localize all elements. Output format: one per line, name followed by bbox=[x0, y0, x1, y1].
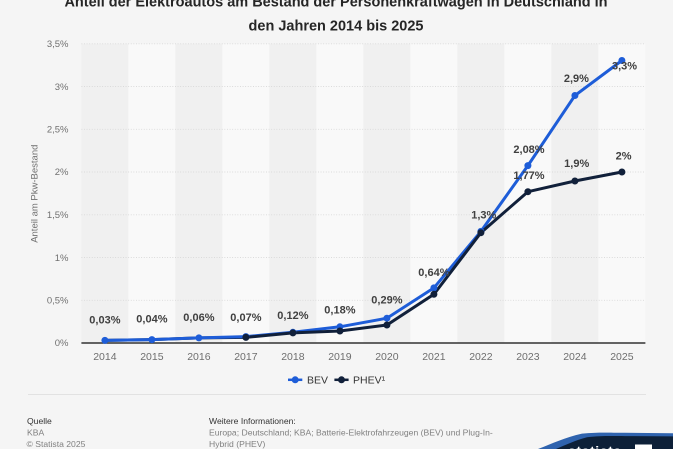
svg-text:2022: 2022 bbox=[469, 351, 493, 363]
svg-text:2017: 2017 bbox=[234, 351, 258, 363]
svg-text:1,9%: 1,9% bbox=[564, 158, 589, 170]
svg-text:© Statista 2025: © Statista 2025 bbox=[27, 439, 86, 449]
svg-text:2025: 2025 bbox=[610, 351, 634, 363]
svg-text:KBA: KBA bbox=[27, 428, 44, 438]
svg-text:2015: 2015 bbox=[140, 351, 164, 363]
svg-text:3,3%: 3,3% bbox=[612, 61, 637, 73]
svg-text:0,64%: 0,64% bbox=[418, 267, 449, 279]
svg-text:2021: 2021 bbox=[422, 351, 446, 363]
svg-text:PHEV¹: PHEV¹ bbox=[353, 374, 386, 386]
svg-text:2014: 2014 bbox=[93, 351, 117, 363]
svg-text:2,08%: 2,08% bbox=[513, 144, 544, 156]
svg-text:1%: 1% bbox=[55, 253, 69, 264]
svg-text:1,5%: 1,5% bbox=[47, 210, 69, 221]
svg-text:1,77%: 1,77% bbox=[513, 170, 544, 182]
svg-text:Quelle: Quelle bbox=[27, 416, 52, 426]
svg-text:2020: 2020 bbox=[375, 351, 399, 363]
svg-text:0,03%: 0,03% bbox=[89, 314, 120, 326]
svg-text:3%: 3% bbox=[55, 82, 69, 93]
svg-text:0%: 0% bbox=[55, 338, 69, 349]
svg-text:Europa; Deutschland; KBA; Batt: Europa; Deutschland; KBA; Batterie-Elekt… bbox=[209, 428, 493, 438]
svg-text:1,3%: 1,3% bbox=[471, 210, 496, 222]
svg-text:0,06%: 0,06% bbox=[183, 312, 214, 324]
svg-text:statista: statista bbox=[568, 443, 622, 449]
svg-text:3,5%: 3,5% bbox=[47, 39, 69, 50]
svg-text:0,04%: 0,04% bbox=[136, 314, 167, 326]
svg-text:2019: 2019 bbox=[328, 351, 352, 363]
svg-text:0,07%: 0,07% bbox=[230, 312, 261, 324]
svg-text:den Jahren 2014 bis 2025: den Jahren 2014 bis 2025 bbox=[249, 19, 424, 35]
svg-text:2023: 2023 bbox=[516, 351, 540, 363]
svg-text:Anteil am Pkw-Bestand: Anteil am Pkw-Bestand bbox=[30, 145, 41, 243]
svg-text:2,9%: 2,9% bbox=[564, 73, 589, 85]
svg-text:2%: 2% bbox=[616, 151, 632, 163]
svg-text:Anteil der Elektroautos am Bes: Anteil der Elektroautos am Bestand der P… bbox=[64, 0, 607, 10]
svg-text:0,12%: 0,12% bbox=[277, 310, 308, 322]
svg-text:Hybrid (PHEV): Hybrid (PHEV) bbox=[209, 439, 265, 449]
svg-text:0,29%: 0,29% bbox=[371, 295, 402, 307]
svg-text:2018: 2018 bbox=[281, 351, 305, 363]
svg-text:BEV: BEV bbox=[307, 374, 328, 386]
svg-text:Weitere Informationen:: Weitere Informationen: bbox=[209, 416, 296, 426]
svg-text:2,5%: 2,5% bbox=[47, 125, 69, 136]
svg-text:0,18%: 0,18% bbox=[324, 305, 355, 317]
svg-text:0,5%: 0,5% bbox=[47, 296, 69, 307]
svg-text:2016: 2016 bbox=[187, 351, 211, 363]
svg-text:2024: 2024 bbox=[563, 351, 587, 363]
svg-text:2%: 2% bbox=[55, 167, 69, 178]
